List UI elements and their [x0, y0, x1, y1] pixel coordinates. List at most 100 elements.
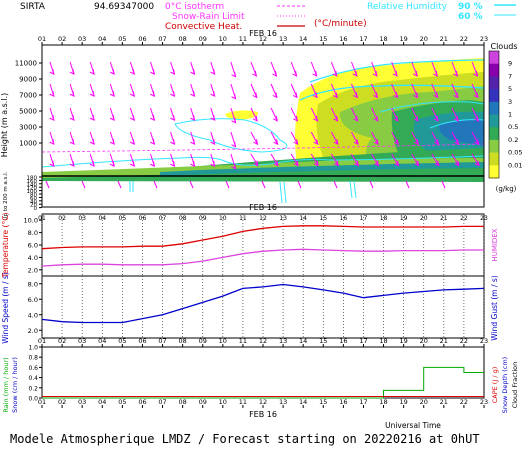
colorbar-label: 0.2 [508, 136, 518, 144]
hour-axis-bottom-label: 14 [299, 398, 307, 406]
temperature-panel-hour-label: 15 [319, 215, 327, 222]
wind-arrow [351, 131, 359, 145]
cloud-blob-blue [439, 119, 484, 146]
temperature-panel-hour-label: 19 [400, 215, 408, 222]
hour-axis-bottom-label: 03 [78, 398, 86, 406]
hour-axis-bottom-label: 12 [259, 398, 267, 406]
hour-axis-top-label: 04 [98, 35, 106, 43]
cloud-fraction-y-label: Cloud Fraction [511, 362, 519, 409]
wind-arrow-head [69, 115, 75, 122]
hour-axis-wind-label: 23 [480, 337, 488, 345]
wind-arrow-head [374, 160, 380, 167]
temperature-panel-hour-label: 05 [119, 215, 127, 222]
wind-arrow-head [253, 160, 259, 167]
wind-arrow [250, 83, 258, 98]
wind-arrow-surface [369, 180, 374, 189]
temperature-panel-hour-label: 17 [360, 215, 368, 222]
wind-arrow-head [109, 91, 115, 98]
rain-y-tick-label: 0.4 [28, 375, 38, 382]
temperature-panel-hour-label: 18 [380, 215, 388, 222]
wind-arrow [391, 107, 399, 122]
hour-axis-wind-label: 19 [399, 337, 407, 345]
hour-axis-wind-label: 11 [239, 337, 247, 345]
hour-axis-bottom-label: 16 [339, 398, 347, 406]
wind-arrow-surface [117, 180, 122, 189]
cloud-y-tick-label: 3000 [19, 124, 37, 132]
wind-panel-y-tick-label: 4.0 [28, 311, 38, 319]
wind-panel-y-tick-label: 6.0 [28, 296, 38, 304]
wind-arrow-head [231, 93, 237, 100]
hour-axis-bottom-label: 07 [158, 398, 166, 406]
snow-depth-y-label: Snow Depth (cm) [501, 357, 509, 413]
rain-y-label: Rain (mm / hour) [2, 357, 10, 412]
colorbar-frame [488, 50, 500, 179]
wind-arrow-head [69, 139, 75, 146]
rh-contour-surface [129, 180, 357, 204]
colorbar-unit: (g/kg) [496, 185, 517, 193]
temperature-panel-hour-label: 01 [38, 215, 46, 222]
hour-axis-bottom-label: 08 [178, 398, 186, 406]
cloud-y-tick-label: 1000 [19, 140, 37, 148]
cloud-y-tick-label: 5000 [19, 108, 37, 116]
wind-arrow-head [190, 161, 196, 168]
wind-arrow [451, 131, 459, 145]
hour-axis-wind-label: 08 [178, 337, 186, 345]
wind-arrow [330, 107, 338, 122]
cloud-y-tick-label: 180 [27, 176, 38, 182]
wind-arrow [431, 153, 440, 166]
wind-arrow-head [373, 92, 379, 99]
wind-arrow-head [210, 69, 216, 76]
wind-arrow-surface [405, 180, 410, 189]
temperature-panel-hour-label: 04 [98, 215, 106, 222]
wind-arrow-head [109, 139, 115, 146]
hour-axis-wind-label: 22 [460, 337, 468, 345]
wind-arrow-head [292, 70, 298, 77]
rh-contour-high [299, 59, 485, 101]
wind-arrow [471, 83, 479, 98]
wind-arrow-head [69, 91, 75, 98]
hour-axis-wind-label: 15 [319, 337, 327, 345]
rh-contour-low [41, 155, 485, 168]
wind-arrow [431, 131, 439, 145]
wind-arrow-head [130, 161, 135, 168]
wind-arrow [391, 131, 399, 145]
wind-arrow-surface [297, 180, 302, 189]
hour-axis-bottom-label: 01 [38, 398, 46, 406]
hour-axis-top-label: 13 [279, 35, 287, 43]
cloud-y-tick-label: 60 [30, 196, 37, 202]
wind-arrow-head [231, 163, 237, 170]
temperature-panel-hour-label: 03 [78, 215, 86, 222]
wind-arrow-head [332, 92, 338, 99]
hour-axis-top-label: 16 [339, 35, 347, 43]
wind-arrow-head [433, 115, 439, 122]
cloud-y-axis-label: Height (m a.s.l.) [0, 93, 9, 158]
wind-arrow-head [353, 115, 359, 122]
universal-time-label: Universal Time [385, 421, 441, 430]
hour-axis-top-label: 06 [138, 35, 146, 43]
wind-arrow-surface [45, 180, 50, 189]
colorbar-swatch [489, 165, 499, 179]
rain-series [42, 366, 484, 399]
hour-axis-top-label: 19 [399, 35, 407, 43]
wind-arrow-head [49, 91, 55, 98]
wind-arrow-head [474, 115, 479, 122]
hour-axis-top-label: 23 [480, 35, 488, 43]
temperature-panel-hour-label: 20 [420, 215, 428, 222]
colorbar-swatch [489, 139, 499, 153]
wind-arrow-head [231, 71, 237, 78]
temperature-panel-hour-label: 16 [340, 215, 348, 222]
hour-axis-top-label: 14 [299, 35, 307, 43]
hour-axis-bottom-label: 05 [118, 398, 126, 406]
hour-axis-top-label: 18 [379, 35, 387, 43]
wind-arrow-head [433, 92, 439, 99]
colorbar-title: Clouds [490, 42, 517, 51]
cloud-y-tick-label: 7000 [19, 92, 37, 100]
hour-axis-bottom-label: 13 [279, 398, 287, 406]
legend-convective: Convective Heat. [165, 22, 242, 32]
date-label-top: FEB 16 [249, 29, 277, 38]
wind-arrow-head [130, 139, 135, 146]
wind-arrow [411, 131, 419, 145]
temperature-panel-hour-label: 02 [58, 215, 66, 222]
wind-arrow-head [413, 115, 419, 122]
wind-arrow-head [130, 91, 135, 98]
